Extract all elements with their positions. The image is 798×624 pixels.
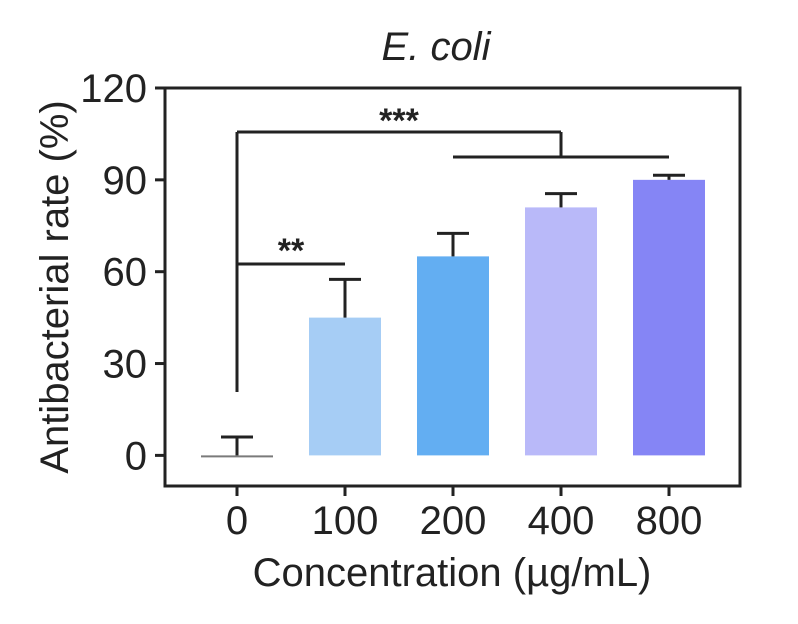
bar <box>201 455 273 457</box>
bar <box>417 256 489 455</box>
x-axis-label: Concentration (µg/mL) <box>253 551 652 595</box>
y-tick-label: 90 <box>103 159 148 203</box>
y-axis: 0 30 60 90 120 <box>80 67 165 478</box>
x-tick-label: 200 <box>420 499 487 543</box>
y-tick-label: 0 <box>125 434 147 478</box>
x-tick-label: 100 <box>312 499 379 543</box>
significance-label: *** <box>379 102 419 140</box>
x-tick-label: 400 <box>528 499 595 543</box>
y-tick-label: 120 <box>80 67 147 111</box>
bar <box>633 180 705 456</box>
x-tick-label: 0 <box>226 499 248 543</box>
bar <box>525 207 597 455</box>
chart-title: E. coli <box>382 25 492 69</box>
bars-group <box>201 175 705 457</box>
y-tick-label: 30 <box>103 343 148 387</box>
x-tick-label: 800 <box>636 499 703 543</box>
significance-label: ** <box>278 232 305 270</box>
bar <box>309 318 381 456</box>
y-axis-label: Antibacterial rate (%) <box>33 100 77 473</box>
x-axis: 0 100 200 400 800 <box>226 486 703 543</box>
y-tick-label: 60 <box>103 251 148 295</box>
